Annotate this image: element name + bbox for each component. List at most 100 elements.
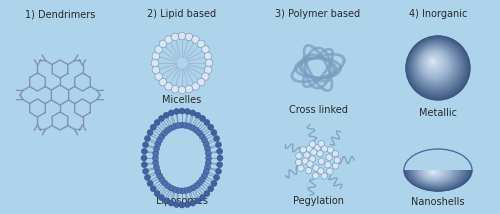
Ellipse shape — [412, 156, 461, 186]
Ellipse shape — [426, 166, 443, 177]
Ellipse shape — [421, 50, 448, 77]
Circle shape — [192, 36, 200, 43]
Circle shape — [168, 200, 174, 206]
Circle shape — [190, 125, 196, 131]
Circle shape — [321, 173, 328, 179]
Ellipse shape — [424, 53, 444, 74]
Circle shape — [142, 148, 148, 154]
Circle shape — [156, 137, 162, 143]
Ellipse shape — [422, 51, 448, 77]
Circle shape — [179, 122, 185, 128]
Ellipse shape — [407, 151, 468, 189]
Ellipse shape — [428, 168, 440, 176]
Circle shape — [204, 66, 212, 74]
Ellipse shape — [426, 55, 440, 70]
Ellipse shape — [408, 37, 468, 98]
Circle shape — [171, 85, 179, 93]
Circle shape — [313, 165, 319, 171]
Ellipse shape — [414, 43, 459, 89]
Ellipse shape — [414, 43, 459, 88]
Circle shape — [162, 180, 168, 186]
Ellipse shape — [424, 165, 446, 178]
Ellipse shape — [422, 164, 447, 179]
Circle shape — [211, 130, 217, 136]
Circle shape — [152, 155, 158, 161]
Circle shape — [185, 33, 193, 41]
Circle shape — [202, 46, 209, 53]
Circle shape — [196, 130, 202, 136]
Ellipse shape — [432, 171, 435, 173]
Ellipse shape — [412, 42, 462, 91]
Circle shape — [217, 155, 223, 161]
Circle shape — [334, 157, 340, 163]
Circle shape — [306, 146, 312, 152]
Ellipse shape — [423, 52, 446, 75]
Ellipse shape — [414, 157, 459, 185]
Ellipse shape — [430, 58, 436, 65]
Circle shape — [183, 187, 189, 194]
Ellipse shape — [418, 160, 452, 181]
Ellipse shape — [424, 54, 444, 73]
Circle shape — [163, 112, 169, 118]
Circle shape — [155, 141, 161, 147]
Ellipse shape — [420, 162, 450, 181]
Circle shape — [179, 202, 185, 208]
Ellipse shape — [427, 167, 441, 176]
Ellipse shape — [417, 46, 455, 84]
Circle shape — [159, 40, 166, 48]
Ellipse shape — [424, 52, 445, 74]
Ellipse shape — [414, 44, 458, 88]
Circle shape — [190, 110, 196, 116]
Ellipse shape — [407, 37, 469, 98]
Ellipse shape — [428, 56, 440, 68]
Circle shape — [159, 177, 165, 183]
Ellipse shape — [416, 159, 456, 183]
Ellipse shape — [413, 156, 460, 185]
Circle shape — [205, 59, 213, 67]
Circle shape — [154, 164, 160, 170]
Circle shape — [158, 116, 164, 122]
Ellipse shape — [422, 163, 448, 180]
Circle shape — [326, 154, 332, 160]
Circle shape — [327, 147, 334, 153]
Circle shape — [164, 83, 172, 90]
Circle shape — [206, 160, 212, 166]
Ellipse shape — [412, 155, 461, 186]
Circle shape — [155, 169, 161, 175]
Circle shape — [194, 127, 200, 133]
Circle shape — [298, 165, 304, 171]
Circle shape — [216, 162, 222, 168]
Ellipse shape — [411, 41, 463, 93]
Ellipse shape — [426, 55, 441, 70]
Ellipse shape — [430, 170, 437, 174]
Circle shape — [309, 156, 316, 162]
Ellipse shape — [410, 154, 463, 187]
Ellipse shape — [431, 60, 434, 63]
Ellipse shape — [432, 60, 433, 62]
Ellipse shape — [426, 166, 442, 177]
Text: Micelles: Micelles — [162, 95, 202, 105]
Circle shape — [194, 183, 200, 189]
Circle shape — [296, 153, 302, 159]
Circle shape — [200, 195, 205, 201]
Ellipse shape — [432, 60, 434, 62]
Ellipse shape — [419, 49, 451, 80]
Ellipse shape — [416, 158, 457, 183]
Circle shape — [152, 160, 158, 166]
Circle shape — [202, 173, 207, 179]
Circle shape — [198, 40, 205, 48]
Circle shape — [175, 187, 181, 194]
Ellipse shape — [419, 161, 452, 181]
Circle shape — [175, 122, 181, 128]
Ellipse shape — [410, 39, 466, 95]
Ellipse shape — [420, 162, 450, 180]
Text: 2) Lipid based: 2) Lipid based — [148, 9, 216, 19]
Circle shape — [186, 123, 192, 129]
Circle shape — [159, 134, 165, 140]
Ellipse shape — [430, 58, 436, 65]
Circle shape — [318, 158, 324, 165]
Circle shape — [296, 159, 302, 165]
Ellipse shape — [412, 42, 461, 91]
Ellipse shape — [415, 158, 457, 184]
Ellipse shape — [408, 39, 466, 96]
